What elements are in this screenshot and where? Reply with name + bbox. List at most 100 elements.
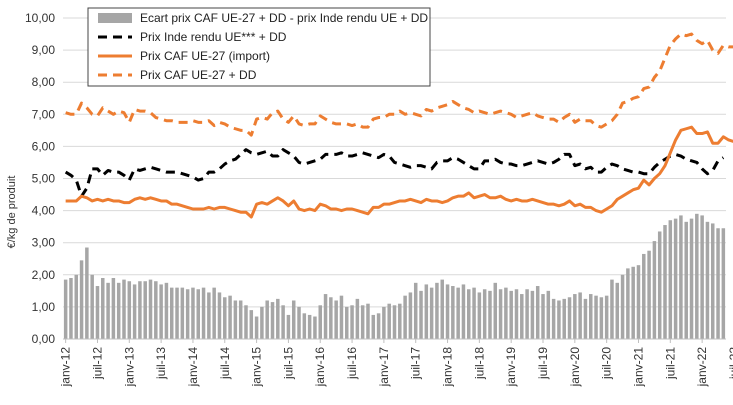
bar [254,316,259,339]
y-tick-label: 6,00 [32,139,56,153]
bar [451,286,455,339]
bar [323,294,328,339]
bar [594,295,598,339]
bar [116,282,121,339]
x-tick-label: juil-15 [281,347,295,380]
bar [191,287,195,339]
bar [429,287,434,339]
bar [663,225,667,339]
bar [440,279,444,339]
bar [106,282,110,339]
bar [493,282,498,339]
bar [467,289,471,339]
bar [281,305,285,339]
bar [583,298,588,339]
bar [297,306,301,339]
bar [631,266,635,339]
bar [143,281,147,339]
bar [615,282,620,339]
line-caf-ue-import [65,125,733,219]
bar [85,247,89,339]
bar [366,303,370,339]
bar [339,295,344,339]
bar [520,294,524,339]
y-tick-label: 9,00 [32,43,56,57]
bar [217,292,222,339]
bar [329,297,333,339]
x-tick-label: janv-22 [695,347,709,388]
bar [689,218,694,339]
bar [63,279,68,339]
y-tick-label: 1,00 [32,300,56,314]
bar [318,305,322,339]
bar [403,295,407,339]
bar [424,284,429,339]
bar [700,215,704,339]
bar [710,223,715,339]
bar [461,284,466,339]
bar [567,297,572,339]
y-tick-label: 2,00 [32,268,56,282]
bar [244,305,248,339]
bar [445,284,450,339]
bar [212,287,216,339]
bar [472,287,476,339]
bar [138,281,142,339]
x-tick-label: juil-20 [600,347,614,380]
bar [270,302,275,339]
x-tick-label: janv-15 [250,347,264,388]
x-tick-label: janv-19 [504,347,518,388]
bar [504,287,508,339]
x-tick-label: juil-16 [345,347,359,380]
bar [551,298,556,339]
bar [345,306,349,339]
x-tick-label: janv-13 [122,347,136,388]
y-tick-label: 0,00 [32,332,56,346]
line-caf-ue-dd [65,32,733,137]
y-tick-label: 10,00 [25,11,55,25]
legend-swatch [98,13,132,23]
bar [610,279,614,339]
bar [477,292,482,339]
y-tick-label: 8,00 [32,75,56,89]
legend: Ecart prix CAF UE-27 + DD - prix Inde re… [87,7,431,87]
legend-box [87,7,431,87]
x-tick-label: janv-18 [441,347,455,388]
bar [716,228,720,339]
bar [435,282,439,339]
bar [721,228,726,339]
bar [307,314,312,339]
bar [376,313,381,339]
bar [562,298,566,339]
bar [398,303,402,339]
bar [668,220,673,339]
x-tick-label: juil-21 [663,347,677,380]
bar [488,290,492,339]
bar [588,294,593,339]
bar [392,305,397,339]
bar [233,300,238,339]
bar [541,294,545,339]
x-tick-label: janv-12 [59,347,73,388]
bar [673,218,678,339]
bar [238,300,243,339]
bar [530,290,535,339]
bar [260,306,264,339]
x-tick-label: juil-13 [154,347,168,380]
bar [74,274,79,339]
bar [265,300,269,339]
bar [408,292,413,339]
bar [111,278,116,339]
bar [313,316,317,339]
bar [223,297,227,339]
bar [201,287,206,339]
bar [207,292,211,339]
bar [148,279,153,339]
y-tick-labels: 0,00 1,00 2,00 3,00 4,00 5,00 6,00 7,00 8,00 9,00… [25,11,55,346]
bar [578,292,582,339]
bar [546,290,551,339]
bar [456,287,460,339]
legend-label: Prix CAF UE-27 + DD [140,68,257,82]
bar [620,274,625,339]
